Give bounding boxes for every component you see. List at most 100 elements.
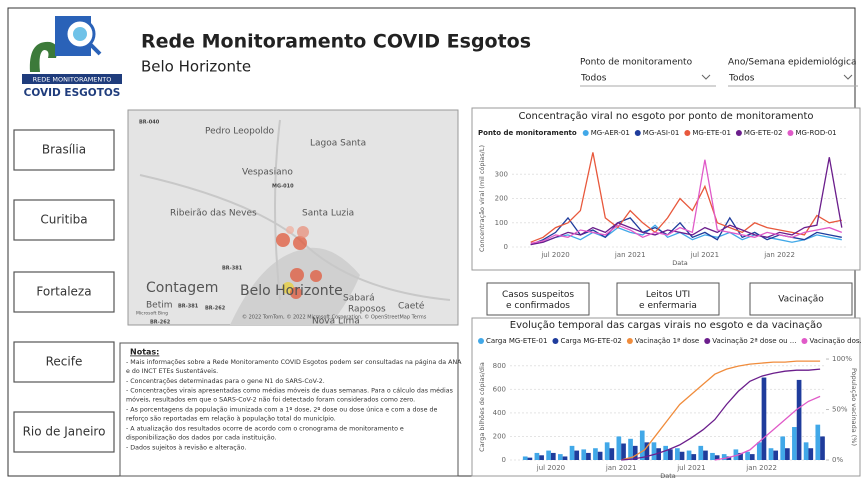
- legend-title: Ponto de monitoramento: [478, 129, 577, 137]
- map-label: Vespasiano: [242, 168, 293, 178]
- series-line: [621, 360, 821, 461]
- legend-label: MG-ETE-02: [744, 129, 783, 137]
- city-button[interactable]: Rio de Janeiro: [13, 411, 115, 453]
- y-tick-label: 300: [495, 170, 508, 178]
- city-button[interactable]: Curitiba: [13, 199, 115, 241]
- tab-label: Leitos UTI e enfermaria: [639, 290, 697, 311]
- bar: [539, 455, 544, 460]
- button-box: [13, 199, 115, 241]
- x-tick-label: jan 2022: [763, 251, 795, 259]
- city-button[interactable]: Fortaleza: [13, 271, 115, 313]
- bar: [796, 379, 802, 460]
- tab-label: Vacinação: [778, 295, 824, 305]
- y-tick-label: 0: [504, 243, 508, 251]
- bar: [691, 454, 697, 460]
- map-label: BR-040: [139, 120, 160, 126]
- x-axis-label: Data: [672, 259, 688, 267]
- map-label: Pedro Leopoldo: [205, 127, 275, 137]
- map-label: BR-262: [150, 320, 171, 326]
- bar: [621, 443, 626, 460]
- map-label: Contagem: [146, 280, 218, 296]
- bar: [597, 451, 603, 460]
- dropdown[interactable]: Todos: [728, 74, 858, 87]
- bar: [721, 454, 727, 460]
- note-item: - Dados sujeitos à revisão e alteração.: [126, 444, 246, 452]
- y-tick-label: 200: [493, 432, 506, 440]
- bar: [604, 442, 610, 460]
- x-tick-label: jul 2020: [536, 464, 565, 472]
- map-label: Raposos: [348, 305, 386, 315]
- bar: [785, 448, 790, 460]
- note-item: - Concentrações determinadas para o gene…: [126, 378, 325, 385]
- bar: [761, 377, 767, 460]
- bar: [820, 436, 825, 460]
- tab-box: [616, 282, 720, 316]
- legend-swatch: [801, 338, 808, 344]
- y-tick-label: 400: [493, 409, 506, 417]
- y2-tick-label: 0%: [832, 456, 843, 464]
- note-item: - Mais informações sobre a Rede Monitora…: [126, 358, 462, 375]
- legend-label: Vacinação 1ª dose: [635, 337, 699, 345]
- notes-box: [119, 342, 459, 477]
- bar: [738, 452, 743, 460]
- bar: [644, 442, 650, 460]
- notes-title: Notas:: [130, 348, 159, 357]
- legend-label: MG-ETE-01: [692, 129, 731, 137]
- bar: [586, 452, 591, 460]
- dropdown[interactable]: Todos: [580, 74, 716, 87]
- bar: [574, 450, 580, 460]
- bar: [581, 449, 587, 460]
- bar: [756, 442, 762, 460]
- y2-tick-label: 50%: [832, 406, 848, 414]
- bar: [593, 448, 598, 460]
- bar: [726, 456, 732, 460]
- map-attribution[interactable]: © 2022 TomTom, © 2022 Microsoft Corporat…: [242, 314, 427, 321]
- x-tick-label: jul 2021: [676, 464, 705, 472]
- bar: [639, 430, 645, 460]
- series-line: [530, 157, 843, 246]
- y-axis-label: Carga bilhões de cópias/dia: [478, 362, 486, 452]
- bar: [733, 449, 739, 460]
- map-label: Ribeirão das Neves: [170, 209, 257, 219]
- legend-swatch: [684, 130, 691, 136]
- button-box: [13, 411, 115, 453]
- button-label: Fortaleza: [36, 285, 91, 299]
- city-button[interactable]: Brasília: [13, 129, 115, 171]
- bar: [686, 450, 692, 460]
- bar: [792, 427, 797, 460]
- series-line: [530, 152, 842, 243]
- bar: [679, 451, 685, 460]
- bar: [522, 456, 528, 460]
- tab-button[interactable]: Vacinação: [749, 282, 853, 316]
- bar: [675, 448, 680, 460]
- legend-swatch: [735, 130, 742, 136]
- button-box: [13, 271, 115, 313]
- tab-button[interactable]: Casos suspeitos e confirmados: [486, 282, 590, 316]
- tab-box: [749, 282, 853, 316]
- tab-button[interactable]: Leitos UTI e enfermaria: [616, 282, 720, 316]
- map-label: MG-010: [272, 184, 294, 190]
- bar: [710, 452, 715, 460]
- series-line: [530, 159, 843, 245]
- bar: [569, 445, 575, 460]
- logo-line1: REDE MONITORAMENTO: [33, 76, 112, 84]
- x-tick-label: jan 2021: [614, 251, 646, 259]
- legend-label: MG-AER-01: [591, 129, 630, 137]
- series-line: [621, 368, 821, 461]
- y-axis-label: Concentração viral (mil cópias/L): [478, 145, 486, 252]
- bar: [656, 448, 661, 460]
- logo-line2: COVID ESGOTOS: [24, 87, 121, 99]
- map-bing: Microsoft Bing: [136, 311, 168, 317]
- y-tick-label: 600: [493, 385, 506, 393]
- city-button[interactable]: Recife: [13, 341, 115, 383]
- legend-swatch: [582, 130, 589, 136]
- bar: [815, 424, 821, 460]
- x-tick-label: jan 2021: [605, 464, 637, 472]
- bar: [808, 448, 814, 460]
- dropdown-value: Todos: [728, 74, 755, 84]
- button-label: Curitiba: [40, 213, 87, 227]
- bar: [745, 451, 750, 460]
- bar: [803, 442, 809, 460]
